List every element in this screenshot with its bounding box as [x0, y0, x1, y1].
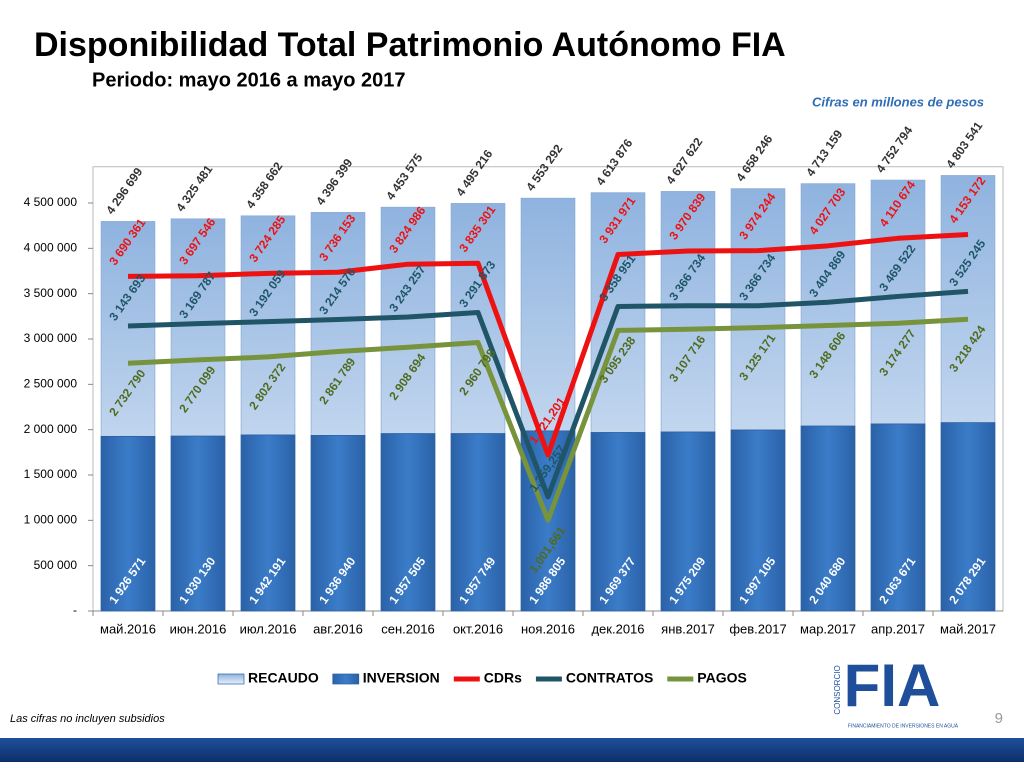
- logo: FIA CONSORCIO FINANCIAMIENTO DE INVERSIO…: [833, 652, 959, 729]
- x-tick-label: янв.2017: [661, 621, 715, 636]
- data-label: 4 396 399: [313, 156, 355, 208]
- plot-area: - 500 000 1 000 000 1 500 000 2 000 000 2 500…: [24, 119, 1004, 686]
- footnote: Las cifras no incluyen subsidios: [10, 713, 165, 725]
- legend-label: CONTRATOS: [566, 670, 653, 686]
- bar: [660, 431, 716, 612]
- x-tick-label: апр.2017: [871, 621, 925, 636]
- legend-swatch: [217, 673, 245, 685]
- legend-swatch: [332, 673, 360, 685]
- y-tick-label: 4 000 000: [24, 241, 78, 255]
- x-tick-label: июл.2016: [240, 621, 297, 636]
- footer-band: [0, 738, 1024, 762]
- data-label: 4 453 575: [383, 151, 425, 203]
- bar: [240, 434, 296, 612]
- y-tick-label: 2 000 000: [24, 422, 78, 436]
- x-tick-label: дек.2016: [591, 621, 644, 636]
- y-tick-label: 500 000: [34, 558, 78, 572]
- bar: [310, 435, 366, 612]
- chart-subtitle: Periodo: mayo 2016 a mayo 2017: [92, 69, 406, 91]
- y-tick-label: 4 500 000: [24, 195, 78, 209]
- data-label: 4 613 876: [593, 136, 635, 188]
- x-tick-label: июн.2016: [170, 621, 227, 636]
- line: [127, 316, 969, 523]
- chart-title: Disponibilidad Total Patrimonio Autónomo…: [34, 26, 786, 64]
- legend-label: PAGOS: [697, 670, 747, 686]
- data-label: 4 713 159: [803, 127, 845, 179]
- y-tick-label: 1 000 000: [24, 513, 78, 527]
- bar: [170, 435, 226, 612]
- data-label: 4 495 216: [453, 147, 495, 199]
- y-tick-label: 2 500 000: [24, 377, 78, 391]
- bar: [380, 433, 436, 612]
- x-tick-label: май.2016: [100, 621, 156, 636]
- logo-top: CONSORCIO: [833, 665, 842, 714]
- legend-label: RECAUDO: [248, 670, 319, 686]
- x-tick-label: окт.2016: [453, 621, 503, 636]
- x-tick-label: май.2017: [940, 621, 996, 636]
- page-number: 9: [995, 710, 1003, 727]
- data-label: 4 325 481: [173, 162, 215, 214]
- data-label: 4 752 794: [873, 123, 915, 175]
- line: [127, 288, 969, 500]
- line: [127, 231, 969, 458]
- bar: [450, 433, 506, 612]
- logo-text: FIA: [844, 652, 941, 719]
- x-tick-label: ноя.2016: [521, 621, 575, 636]
- y-tick-label: -: [73, 603, 77, 617]
- bar: [800, 425, 856, 612]
- data-label: 4 803 541: [943, 119, 985, 171]
- legend-label: CDRs: [484, 670, 522, 686]
- data-label: 4 296 699: [103, 165, 145, 217]
- y-tick-label: 3 500 000: [24, 286, 78, 300]
- bar: [870, 423, 926, 612]
- data-label: 4 553 292: [523, 142, 565, 194]
- x-tick-label: сен.2016: [381, 621, 434, 636]
- unit-note: Cifras en millones de pesos: [812, 94, 984, 109]
- legend-label: INVERSION: [363, 670, 440, 686]
- y-tick-label: 3 000 000: [24, 331, 78, 345]
- x-tick-label: мар.2017: [800, 621, 856, 636]
- data-label: 4 658 246: [733, 132, 775, 184]
- x-tick-label: авг.2016: [313, 621, 363, 636]
- bar: [100, 435, 156, 612]
- logo-bottom: FINANCIAMIENTO DE INVERSIONES EN AGUA: [848, 723, 959, 729]
- bar: [940, 422, 996, 612]
- x-tick-label: фев.2017: [729, 621, 786, 636]
- data-label: 4 627 622: [663, 135, 705, 187]
- y-tick-label: 1 500 000: [24, 467, 78, 481]
- bar: [590, 432, 646, 612]
- bar: [730, 429, 786, 612]
